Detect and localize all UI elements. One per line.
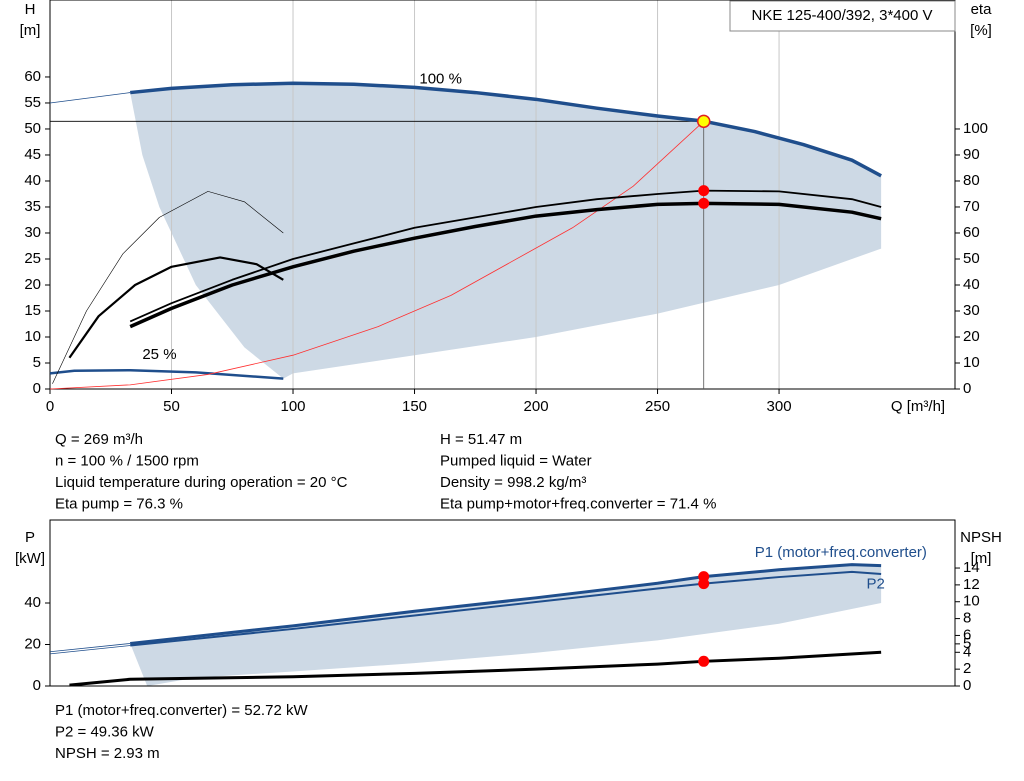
y2-tick-label: 40 [963, 276, 980, 293]
curve-annotation: 25 % [142, 346, 176, 363]
duty-point [698, 197, 710, 209]
info-text: Liquid temperature during operation = 20… [55, 474, 348, 491]
info-text: Eta pump = 76.3 % [55, 495, 183, 512]
y2-tick-label: 0 [963, 677, 971, 694]
y2-tick-label: 80 [963, 172, 980, 189]
y-axis-label: [m] [20, 22, 41, 39]
y-tick-label: 40 [24, 594, 41, 611]
x-tick-label: 100 [281, 398, 306, 415]
y2-tick-label: 70 [963, 198, 980, 215]
y-axis-label: [kW] [15, 550, 45, 567]
series-label: P1 (motor+freq.converter) [755, 544, 927, 561]
y2-tick-label: 50 [963, 250, 980, 267]
y-tick-label: 20 [24, 276, 41, 293]
curve [130, 570, 882, 647]
curve [129, 201, 882, 329]
y-tick-label: 60 [24, 68, 41, 85]
y2-tick-label: 100 [963, 120, 988, 137]
curve [130, 81, 882, 178]
y-tick-label: 0 [33, 380, 41, 397]
y2-tick-label: 5 [963, 635, 971, 652]
series-label: P2 [867, 575, 885, 592]
y2-axis-label: eta [971, 1, 993, 18]
operating-region [130, 564, 882, 686]
curve [130, 563, 882, 645]
duty-point [698, 185, 710, 197]
y-tick-label: 0 [33, 677, 41, 694]
y-tick-label: 25 [24, 250, 41, 267]
curve [49, 121, 704, 390]
title-box [729, 0, 956, 32]
y2-tick-label: 10 [963, 593, 980, 610]
info-text: NPSH = 2.93 m [55, 745, 160, 762]
y2-axis-label: [%] [970, 22, 992, 39]
y2-tick-label: 10 [963, 354, 980, 371]
curve [49, 645, 131, 655]
info-text: H = 51.47 m [440, 431, 522, 448]
curve [49, 369, 284, 380]
x-axis-label: Q [m³/h] [891, 398, 945, 415]
y-tick-label: 40 [24, 172, 41, 189]
y2-tick-label: 20 [963, 328, 980, 345]
y2-tick-label: 12 [963, 576, 980, 593]
y2-tick-label: 8 [963, 610, 971, 627]
x-tick-label: 150 [402, 398, 427, 415]
y-tick-label: 35 [24, 198, 41, 215]
y-tick-label: 15 [24, 302, 41, 319]
y-tick-label: 10 [24, 328, 41, 345]
operating-point [696, 114, 711, 129]
chart-title: NKE 125-400/392, 3*400 V [752, 7, 933, 24]
curve [68, 256, 284, 359]
y2-tick-label: 14 [963, 559, 980, 576]
y-tick-label: 55 [24, 94, 41, 111]
y2-axis-label: [m] [971, 550, 992, 567]
curve [129, 189, 882, 323]
y-axis-label: H [25, 1, 36, 18]
operating-region [130, 83, 882, 379]
y2-tick-label: 0 [963, 380, 971, 397]
x-tick-label: 50 [163, 398, 180, 415]
curve [49, 92, 131, 104]
curve-annotation: 100 % [419, 71, 462, 88]
y-tick-label: 5 [33, 354, 41, 371]
info-text: Pumped liquid = Water [440, 452, 592, 469]
duty-point [698, 578, 710, 590]
x-tick-label: 250 [645, 398, 670, 415]
y-tick-label: 20 [24, 635, 41, 652]
curve [69, 650, 882, 687]
x-tick-label: 300 [767, 398, 792, 415]
y2-tick-label: 60 [963, 224, 980, 241]
y-tick-label: 50 [24, 120, 41, 137]
x-tick-label: 0 [46, 398, 54, 415]
info-text: n = 100 % / 1500 rpm [55, 452, 199, 469]
info-text: Q = 269 m³/h [55, 431, 143, 448]
duty-point [698, 655, 710, 667]
y-tick-label: 45 [24, 146, 41, 163]
y2-tick-label: 4 [963, 643, 971, 660]
curve [49, 643, 131, 653]
y2-tick-label: 90 [963, 146, 980, 163]
y2-axis-label: NPSH [960, 529, 1002, 546]
info-text: P1 (motor+freq.converter) = 52.72 kW [55, 702, 308, 719]
info-text: Eta pump+motor+freq.converter = 71.4 % [440, 495, 716, 512]
y-axis-label: P [25, 529, 35, 546]
info-text: Density = 998.2 kg/m³ [440, 474, 586, 491]
y2-tick-label: 2 [963, 660, 971, 677]
info-text: P2 = 49.36 kW [55, 723, 155, 740]
y2-tick-label: 6 [963, 626, 971, 643]
y2-tick-label: 30 [963, 302, 980, 319]
curve [52, 191, 284, 384]
y-tick-label: 30 [24, 224, 41, 241]
x-tick-label: 200 [524, 398, 549, 415]
plot-frame [49, 0, 956, 390]
